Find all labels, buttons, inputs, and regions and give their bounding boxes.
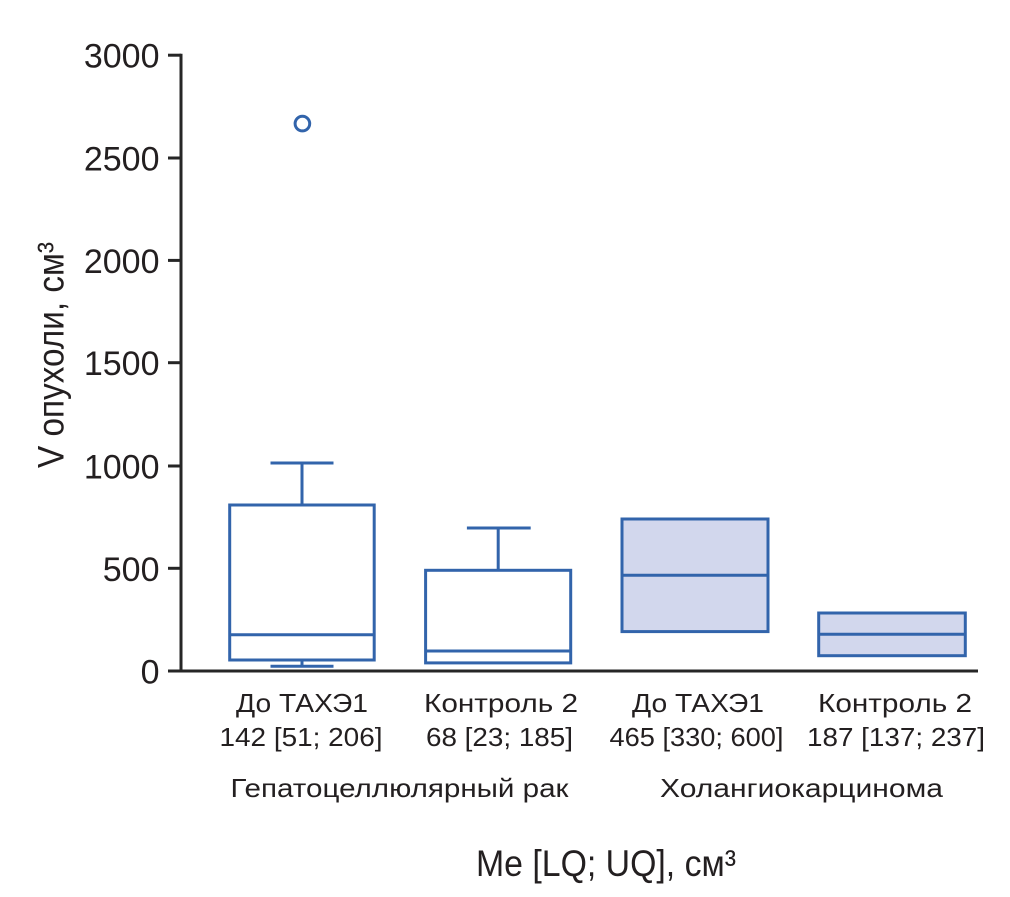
- svg-text:3000: 3000: [84, 38, 160, 76]
- svg-text:Контроль 2: Контроль 2: [818, 688, 972, 718]
- svg-text:Холангиокарцинома: Холангиокарцинома: [660, 773, 944, 803]
- svg-text:0: 0: [141, 654, 160, 692]
- svg-text:500: 500: [103, 551, 160, 589]
- svg-text:2500: 2500: [84, 141, 160, 179]
- svg-text:465 [330; 600]: 465 [330; 600]: [610, 722, 784, 752]
- svg-text:Гепатоцеллюлярный рак: Гепатоцеллюлярный рак: [231, 773, 570, 803]
- svg-text:До ТАХЭ1: До ТАХЭ1: [236, 688, 368, 718]
- svg-text:187 [137; 237]: 187 [137; 237]: [807, 722, 985, 752]
- svg-text:1000: 1000: [84, 449, 160, 487]
- svg-text:V опухоли, см³: V опухоли, см³: [31, 242, 72, 468]
- svg-text:68 [23; 185]: 68 [23; 185]: [426, 722, 573, 752]
- svg-text:142 [51; 206]: 142 [51; 206]: [220, 722, 383, 752]
- svg-text:Контроль 2: Контроль 2: [424, 688, 578, 718]
- svg-text:Me [LQ; UQ], см³: Me [LQ; UQ], см³: [476, 843, 736, 884]
- svg-text:1500: 1500: [84, 345, 160, 383]
- svg-text:До ТАХЭ1: До ТАХЭ1: [632, 688, 764, 718]
- svg-text:2000: 2000: [84, 243, 160, 281]
